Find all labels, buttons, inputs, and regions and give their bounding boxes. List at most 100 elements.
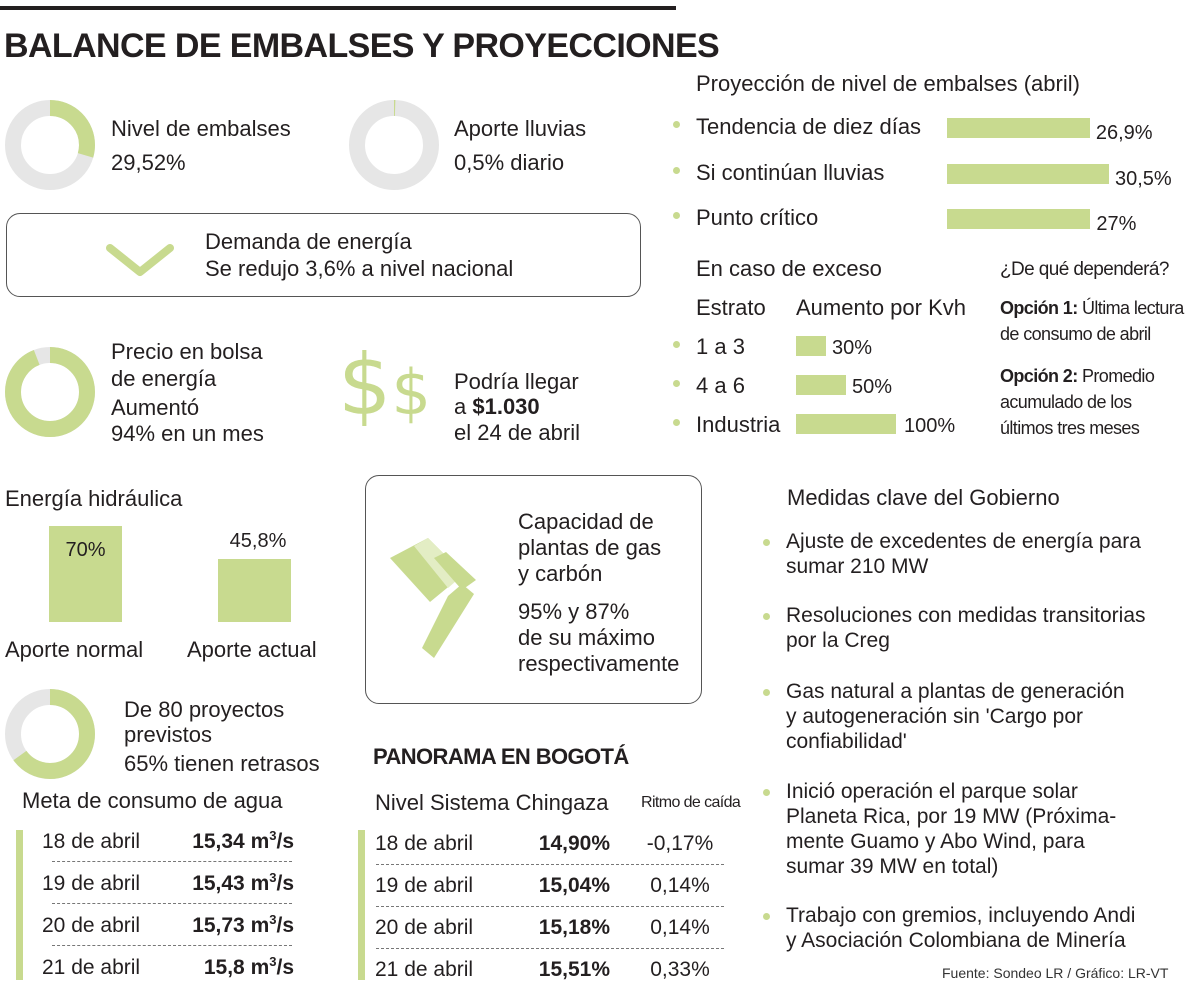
proyectos-text: 65% tienen retrasos xyxy=(124,751,320,776)
agua-value-sup: 3 xyxy=(269,828,277,843)
hidraulica-value: 70% xyxy=(65,539,106,561)
medida-bullet xyxy=(763,689,770,696)
bogota-date: 20 de abril xyxy=(375,916,474,939)
agua-value-sup: 3 xyxy=(269,954,277,969)
proyectos-title-2: previstos xyxy=(124,722,213,747)
medida-line: por la Creg xyxy=(786,629,890,652)
ring-fill xyxy=(349,100,439,190)
agua-value-num: 15,8 m xyxy=(203,956,270,979)
ring-fill xyxy=(5,689,95,779)
embalses-label: Nivel de embalses xyxy=(111,116,291,141)
agua-value: 15,8 m3/s xyxy=(150,954,294,980)
bogota-rate: 0,14% xyxy=(650,874,710,897)
proyectos-ring xyxy=(5,689,95,779)
proyeccion-value: 27% xyxy=(1096,213,1137,235)
agua-value: 15,34 m3/s xyxy=(150,828,294,854)
exceso-value: 30% xyxy=(832,337,873,359)
agua-value: 15,73 m3/s xyxy=(150,913,294,938)
precio-pred-1: Podría llegar xyxy=(454,369,579,394)
agua-value-unit: /s xyxy=(276,872,294,895)
hidraulica-bar xyxy=(49,526,122,622)
hidraulica-bar xyxy=(218,559,291,622)
bogota-rate: 0,33% xyxy=(650,958,710,981)
precio-line-2: 94% en un mes xyxy=(111,421,264,446)
exceso-col-2: Aumento por Kvh xyxy=(796,295,966,320)
bogota-vertical-bar xyxy=(358,830,365,980)
proyeccion-bullet xyxy=(673,212,680,219)
proyectos-title-1: De 80 proyectos xyxy=(124,697,285,722)
bogota-level: 14,90% xyxy=(538,832,610,855)
agua-value-unit: /s xyxy=(276,914,294,937)
exceso-bar xyxy=(796,414,896,434)
proyeccion-bullet xyxy=(673,121,680,128)
capacidad-title-3: y carbón xyxy=(518,561,603,586)
depende-title: ¿De qué dependerá? xyxy=(1000,259,1169,280)
demanda-box xyxy=(6,213,641,297)
capacidad-text-2: de su máximo xyxy=(518,625,655,650)
exceso-bar xyxy=(796,375,846,395)
chevron-down-icon xyxy=(106,244,174,276)
capacidad-text-1: 95% y 87% xyxy=(518,599,630,624)
bogota-date: 19 de abril xyxy=(375,874,474,897)
depende-op1-line-1: Opción 1: Última lectura xyxy=(1000,298,1184,318)
top-rule xyxy=(0,6,676,10)
exceso-label: 1 a 3 xyxy=(696,334,745,359)
proyeccion-label: Si continúan lluvias xyxy=(696,160,885,185)
agua-value-unit: /s xyxy=(276,956,294,979)
bogota-rate: 0,14% xyxy=(650,916,710,939)
medida-line: Resoluciones con medidas transitorias xyxy=(786,604,1146,627)
lluvias-value: 0,5% diario xyxy=(454,150,565,175)
proyeccion-bar xyxy=(947,118,1090,138)
agua-divider xyxy=(52,861,292,862)
agua-divider xyxy=(52,903,292,904)
exceso-bullet xyxy=(673,341,680,348)
bogota-divider xyxy=(376,864,724,865)
exceso-value: 50% xyxy=(852,376,893,398)
lluvias-ring xyxy=(349,100,439,190)
bogota-divider xyxy=(376,948,724,949)
medida-line: Inició operación el parque solar xyxy=(786,780,1078,803)
exceso-title: En caso de exceso xyxy=(696,256,882,281)
capacidad-title-1: Capacidad de xyxy=(518,509,654,534)
medida-line: sumar 39 MW en total) xyxy=(786,855,999,878)
bogota-date: 21 de abril xyxy=(375,958,474,981)
source-note: Fuente: Sondeo LR / Gráfico: LR-VT xyxy=(942,965,1169,981)
precio-title-2: de energía xyxy=(111,366,217,391)
bogota-subtitle: Nivel Sistema Chingaza xyxy=(375,790,609,815)
proyeccion-bar xyxy=(947,209,1091,229)
bogota-col-3: Ritmo de caída xyxy=(641,794,741,811)
medida-bullet xyxy=(763,789,770,796)
agua-title: Meta de consumo de agua xyxy=(22,788,283,813)
depende-op2-line-3: últimos tres meses xyxy=(1000,418,1140,438)
bogota-title: PANORAMA EN BOGOTÁ xyxy=(373,744,629,769)
capacidad-title-2: plantas de gas xyxy=(518,535,662,560)
precio-title-1: Precio en bolsa xyxy=(111,339,263,364)
medida-line: y Asociación Colombiana de Minería xyxy=(786,929,1126,952)
exceso-label: 4 a 6 xyxy=(696,373,745,398)
bogota-divider xyxy=(376,906,724,907)
bogota-date: 18 de abril xyxy=(375,832,474,855)
proyeccion-value: 30,5% xyxy=(1115,168,1172,190)
medida-bullet xyxy=(763,613,770,620)
depende-op1-line-2: de consumo de abril xyxy=(1000,324,1151,344)
medida-bullet xyxy=(763,539,770,546)
precio-pred-2: a $1.030 xyxy=(454,394,540,419)
page-title: BALANCE DE EMBALSES Y PROYECCIONES xyxy=(4,27,720,65)
ring-fill xyxy=(5,100,95,190)
exceso-bullet xyxy=(673,419,680,426)
depende-op2-line-2: acumulado de los xyxy=(1000,392,1132,412)
exceso-col-1: Estrato xyxy=(696,295,766,320)
medida-line: Ajuste de excedentes de energía para xyxy=(786,530,1141,553)
capacidad-box xyxy=(365,475,702,704)
exceso-bar xyxy=(796,336,826,356)
bogota-rate: -0,17% xyxy=(646,832,714,855)
exceso-label: Industria xyxy=(696,412,781,437)
precio-pred-3: el 24 de abril xyxy=(454,420,580,445)
exceso-value: 100% xyxy=(904,415,956,437)
lluvias-label: Aporte lluvias xyxy=(454,116,587,141)
proyeccion-bar xyxy=(947,164,1109,184)
medida-line: sumar 210 MW xyxy=(786,555,929,578)
factory-icon xyxy=(390,538,476,658)
dollar-icon: $$ xyxy=(338,336,431,434)
agua-value: 15,43 m3/s xyxy=(150,871,294,896)
